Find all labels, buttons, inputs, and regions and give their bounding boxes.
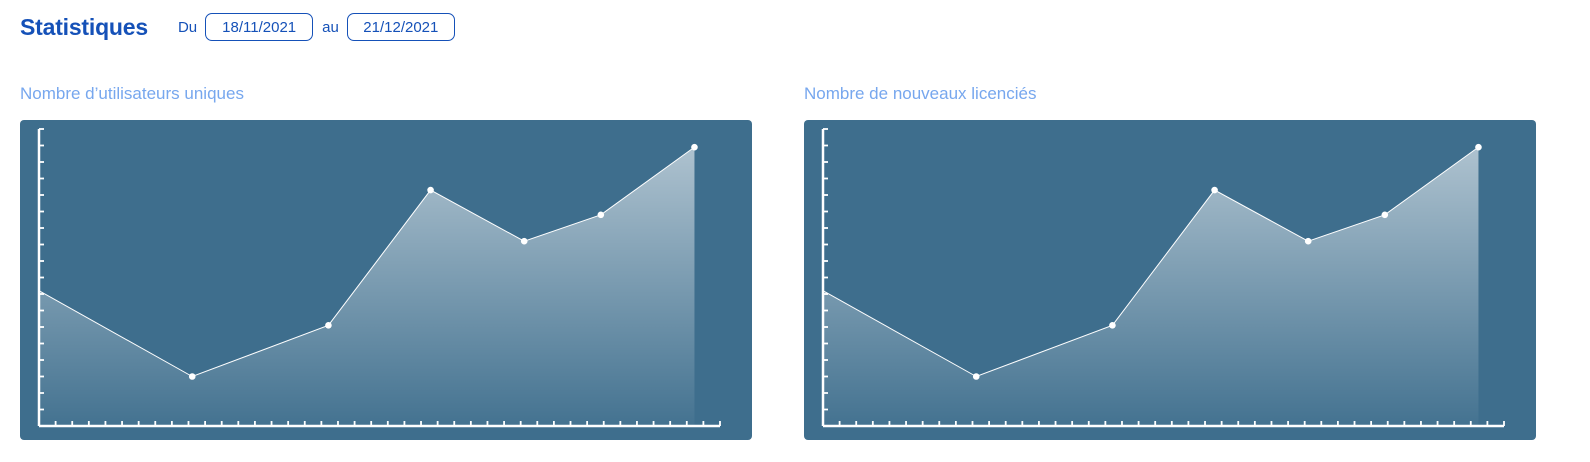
chart-title-new-licensees: Nombre de nouveaux licenciés: [804, 84, 1037, 103]
start-date-field[interactable]: 18/11/2021: [205, 13, 314, 41]
data-point: [1381, 211, 1389, 219]
data-point: [1475, 143, 1482, 151]
area-fill: [823, 147, 1479, 426]
data-point: [325, 322, 332, 329]
end-date-field[interactable]: 21/12/2021: [346, 13, 455, 41]
data-point: [1109, 322, 1116, 329]
chart-title-unique-users: Nombre d’utilisateurs uniques: [20, 84, 244, 103]
data-point: [1304, 237, 1312, 245]
data-point: [972, 373, 980, 380]
data-point: [520, 237, 528, 245]
chart-svg-unique-users: [37, 128, 721, 428]
chart-new-licensees: [804, 120, 1536, 440]
stats-header: Statistiques Du 18/11/2021 au 21/12/2021: [20, 10, 455, 44]
data-point: [1211, 186, 1218, 194]
chart-unique-users: [20, 120, 752, 440]
page-title: Statistiques: [20, 13, 148, 40]
to-label: au: [322, 18, 339, 36]
area-fill: [39, 147, 695, 426]
from-label: Du: [177, 18, 198, 36]
data-point: [188, 373, 196, 380]
data-point: [597, 211, 605, 219]
chart-svg-new-licensees: [821, 128, 1505, 428]
data-point: [427, 186, 434, 194]
data-point: [691, 143, 698, 151]
